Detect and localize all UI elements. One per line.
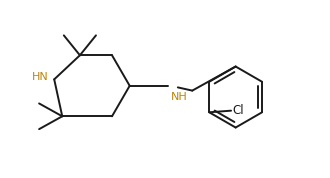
Text: Cl: Cl	[233, 104, 244, 117]
Text: HN: HN	[32, 72, 49, 82]
Text: NH: NH	[171, 91, 187, 102]
